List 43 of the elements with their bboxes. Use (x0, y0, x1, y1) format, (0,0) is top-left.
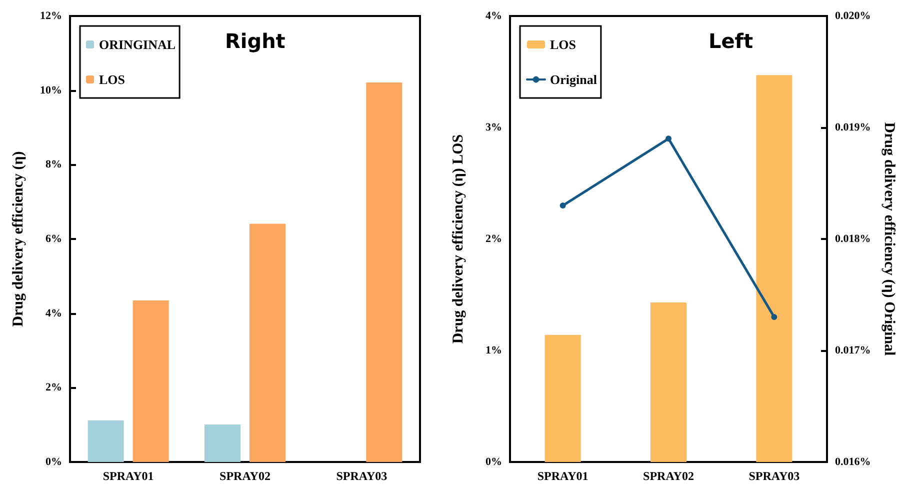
y2-tick-label: 0.016% (835, 456, 871, 468)
y-tick-label: 10% (40, 84, 62, 96)
bar (132, 300, 169, 462)
text: Left (708, 29, 754, 53)
y-tick-label: 0% (486, 456, 502, 468)
legend-label: ORINGINAL (99, 37, 176, 52)
point (771, 314, 778, 320)
bar (544, 334, 581, 462)
y-tick-label: 2% (46, 382, 62, 394)
x-tick-label: SPRAY01 (102, 469, 154, 483)
y2-tick-label: 0.019% (835, 122, 871, 134)
y-tick-label: 3% (486, 122, 502, 134)
y-tick-label: 4% (486, 10, 502, 22)
bar (204, 424, 240, 462)
x-tick-label: SPRAY01 (537, 469, 588, 483)
x-tick-label: SPRAY02 (220, 469, 270, 483)
y2-tick-label: 0.017% (835, 344, 871, 356)
y-tick-label: 0% (46, 456, 62, 468)
y-tick-label: 4% (46, 307, 62, 320)
y2-axis-title: Drug delivery efficiency (η) Original (881, 122, 898, 356)
bar (88, 420, 124, 462)
y-tick-label: 8% (46, 158, 62, 171)
bar (650, 302, 686, 462)
y-axis-title: Drug delivery efficiency (η) LOS (450, 134, 466, 344)
legend-label: LOS (99, 72, 126, 87)
x-tick-label: SPRAY03 (336, 469, 388, 483)
legend-label: LOS (550, 37, 576, 52)
text: Right (225, 29, 286, 53)
legend-label: Original (550, 72, 598, 87)
y-axis-title: Drug delivery efficiency (η) (10, 151, 26, 327)
y-tick-label: 1% (486, 344, 502, 356)
point (560, 202, 566, 209)
y-tick-label: 2% (486, 233, 502, 245)
point (666, 136, 672, 142)
bar (756, 75, 792, 462)
bar (250, 224, 286, 462)
x-tick-label: SPRAY03 (748, 469, 800, 483)
y-tick-label: 6% (46, 233, 62, 245)
y2-tick-label: 0.018% (835, 233, 871, 245)
y-tick-label: 12% (40, 10, 62, 22)
x-tick-label: SPRAY02 (643, 469, 694, 483)
y2-tick-label: 0.020% (835, 10, 871, 22)
bar (366, 82, 402, 462)
